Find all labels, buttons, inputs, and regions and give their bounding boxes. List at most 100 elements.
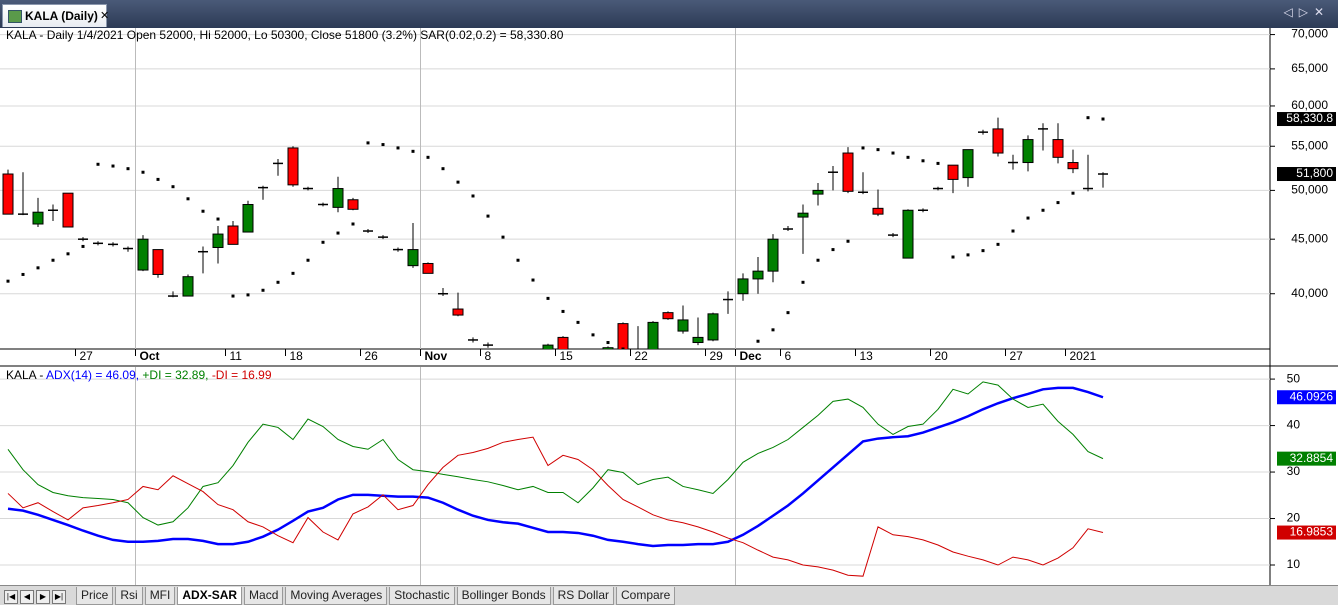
indicator-line	[7, 386, 1104, 548]
candle-body	[2, 173, 14, 215]
info-part: -DI = 16.99	[212, 368, 272, 382]
candle-body	[1067, 162, 1079, 170]
sar-dot	[36, 266, 40, 270]
y-tick-label: 50,000	[1291, 183, 1328, 197]
candle-body	[422, 262, 434, 274]
x-tick-label: 6	[785, 349, 792, 363]
tab-bar: |◀ ◀ ▶ ▶| Price Rsi MFI ADX-SAR Macd Moving Aver…	[0, 585, 1338, 605]
candle-body	[767, 238, 779, 272]
sar-dot	[426, 155, 430, 159]
candle-body	[812, 189, 824, 195]
y-tick-label: 55,000	[1291, 138, 1328, 152]
sar-dot	[306, 258, 310, 262]
tab[interactable]: Moving Averages	[285, 587, 388, 605]
info-part: +DI = 32.89,	[142, 368, 211, 382]
sar-dot	[1041, 208, 1045, 212]
candle-body	[542, 344, 554, 349]
value-badge	[1277, 112, 1336, 127]
x-tick-label: 20	[935, 349, 949, 363]
tab[interactable]: Bollinger Bonds	[456, 587, 551, 605]
sar-dot	[846, 239, 850, 243]
sar-dot	[276, 280, 280, 284]
candle-body	[152, 249, 164, 275]
candle-body	[227, 225, 239, 245]
sar-dot	[861, 146, 865, 150]
tab[interactable]: Stochastic	[389, 587, 455, 605]
y-tick-label: 65,000	[1291, 61, 1328, 75]
tab[interactable]: RS Dollar	[552, 587, 614, 605]
x-tick-label: Dec	[740, 349, 762, 363]
tab[interactable]: Rsi	[115, 587, 143, 605]
tab-nav[interactable]: |◀ ◀ ▶ ▶|	[0, 588, 76, 605]
sar-dot	[741, 348, 745, 349]
sar-dot	[771, 328, 775, 332]
candle-body	[137, 238, 149, 271]
candle-body	[647, 321, 659, 349]
candle-body	[62, 192, 74, 228]
candle-body	[902, 209, 914, 259]
candle-body	[842, 152, 854, 192]
sar-dot	[951, 255, 955, 259]
sar-dot	[441, 167, 445, 171]
x-tick-label: 13	[860, 349, 874, 363]
close-icon[interactable]: ✕	[100, 10, 110, 22]
sar-dot	[561, 309, 565, 313]
window-controls[interactable]: ◁▷✕	[1283, 5, 1330, 19]
candle-body	[242, 203, 254, 233]
tab[interactable]: Price	[76, 587, 114, 605]
indicator-line	[7, 381, 1104, 526]
window-tab[interactable]: KALA (Daily) ✕	[2, 4, 110, 27]
sar-dot	[381, 143, 385, 147]
tab[interactable]: Compare	[616, 587, 676, 605]
candle-body	[557, 336, 569, 349]
sar-dot	[966, 253, 970, 257]
x-tick-label: 2021	[1070, 349, 1097, 363]
sar-dot	[486, 214, 490, 218]
sar-dot	[831, 248, 835, 252]
candle-body	[332, 188, 344, 208]
candle-body	[947, 164, 959, 180]
indicator-line	[7, 436, 1104, 577]
candle-body	[602, 347, 614, 349]
sar-dot	[51, 258, 55, 262]
x-tick-label: 27	[1010, 349, 1024, 363]
sar-dot	[876, 148, 880, 152]
sar-dot	[531, 278, 535, 282]
x-tick-label: Oct	[140, 349, 160, 363]
sar-dot	[921, 159, 925, 163]
sar-dot	[1071, 191, 1075, 195]
y-tick-label: 10	[1287, 557, 1301, 571]
sar-dot	[936, 161, 940, 165]
sar-dot	[96, 162, 100, 166]
y-tick-label: 30	[1287, 464, 1301, 478]
candle-body	[962, 149, 974, 179]
sar-dot	[321, 240, 325, 244]
sar-dot	[621, 347, 625, 349]
indicator-info: KALA - ADX(14) = 46.09, +DI = 32.89, -DI…	[6, 368, 272, 382]
candle-body	[737, 278, 749, 295]
sar-dot	[516, 258, 520, 262]
sar-dot	[261, 288, 265, 292]
axes: 40,000 45,000 50,000 55,000 60,000 65,000 70,0…	[75, 27, 1336, 571]
sar-dot	[396, 146, 400, 150]
candle-body	[287, 147, 299, 186]
candle-body	[1022, 139, 1034, 164]
value-badge-label: 46.0926	[1290, 389, 1334, 403]
background	[0, 28, 1338, 585]
sar-dot	[186, 197, 190, 201]
x-tick-label: 8	[485, 349, 492, 363]
x-tick-label: 22	[635, 349, 649, 363]
sar-dot	[216, 217, 220, 221]
tab[interactable]: MFI	[144, 587, 176, 605]
price-panel	[0, 28, 1270, 349]
info-part: KALA -	[6, 368, 46, 382]
x-tick-label: 15	[560, 349, 574, 363]
sar-dot	[351, 222, 355, 226]
sar-dot	[411, 149, 415, 153]
sar-dot	[801, 280, 805, 284]
y-tick-label: 45,000	[1291, 231, 1328, 245]
tab[interactable]: ADX-SAR	[177, 587, 243, 605]
sar-dot	[591, 333, 595, 337]
sar-dot	[981, 249, 985, 253]
tab[interactable]: Macd	[244, 587, 284, 605]
